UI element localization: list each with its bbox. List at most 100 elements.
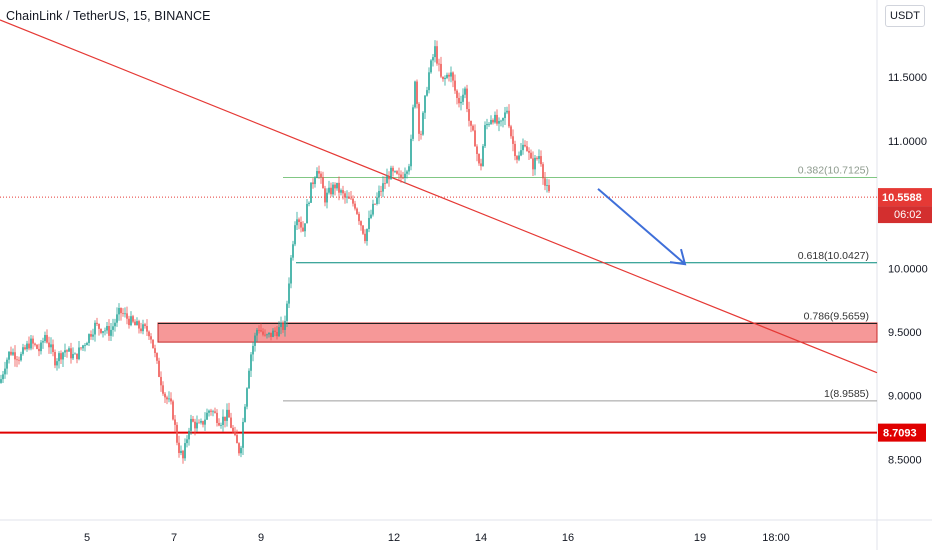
candle-body — [474, 130, 476, 147]
fib-label-1: 1(8.9585) — [824, 388, 869, 400]
candle-body — [130, 316, 132, 326]
candle-body — [454, 80, 456, 91]
candle-body — [148, 331, 150, 337]
candle-body — [206, 412, 208, 420]
candle-body — [274, 330, 276, 332]
candle-body — [164, 393, 166, 398]
candle-body — [108, 325, 110, 336]
candle-body — [126, 313, 128, 319]
candle-body — [166, 397, 168, 400]
candle-body — [10, 351, 12, 355]
countdown-label: 06:02 — [894, 209, 922, 221]
candle-body — [522, 144, 524, 151]
candle-body — [52, 344, 54, 353]
candle-body — [488, 123, 490, 125]
x-tick-label: 19 — [694, 532, 706, 544]
candle-body — [506, 110, 508, 113]
x-tick-label: 9 — [258, 532, 264, 544]
candle-body — [540, 156, 542, 165]
candles — [0, 40, 550, 464]
trendline — [0, 19, 878, 374]
candle-body — [300, 222, 302, 228]
candle-body — [210, 410, 212, 412]
candle-body — [110, 329, 112, 336]
candle-body — [152, 339, 154, 349]
candle-body — [526, 146, 528, 151]
candle-body — [42, 341, 44, 343]
support-badge — [878, 423, 926, 442]
candle-body — [340, 190, 342, 193]
candle-body — [332, 184, 334, 195]
support-label: 8.7093 — [883, 428, 917, 440]
resistance-zone — [157, 322, 878, 343]
y-tick-label: 8.5000 — [888, 454, 922, 466]
fib-label-0.786: 0.786(9.5659) — [804, 311, 869, 323]
candle-body — [248, 370, 250, 389]
candle-body — [416, 81, 418, 104]
candle-body — [516, 156, 518, 160]
x-tick-label: 5 — [84, 532, 90, 544]
candle-body — [156, 353, 158, 361]
candle-body — [418, 103, 420, 134]
x-tick-label: 12 — [388, 532, 400, 544]
candle-body — [360, 221, 362, 226]
candle-body — [304, 223, 306, 232]
candle-body — [476, 146, 478, 154]
projection-arrow — [597, 188, 685, 264]
candle-body — [452, 72, 454, 81]
candle-body — [38, 348, 40, 352]
candle-body — [46, 335, 48, 343]
candle-body — [504, 112, 506, 118]
candle-body — [90, 334, 92, 337]
currency-button[interactable]: USDT — [885, 5, 925, 27]
candle-body — [198, 422, 200, 424]
candle-body — [70, 348, 72, 359]
candle-body — [66, 350, 68, 352]
candle-body — [196, 422, 198, 429]
candle-body — [218, 422, 220, 426]
candle-body — [434, 46, 436, 58]
candle-body — [144, 324, 146, 327]
candle-body — [342, 190, 344, 194]
candle-body — [56, 361, 58, 366]
candle-body — [514, 143, 516, 157]
candle-body — [204, 419, 206, 425]
candle-body — [356, 208, 358, 214]
candle-body — [194, 421, 196, 429]
candle-body — [438, 63, 440, 65]
candle-body — [322, 177, 324, 189]
candle-body — [408, 166, 410, 172]
candle-body — [98, 323, 100, 329]
candle-body — [440, 63, 442, 77]
candle-body — [230, 417, 232, 428]
candle-body — [298, 219, 300, 223]
candle-body — [306, 203, 308, 224]
candle-body — [36, 344, 38, 349]
candle-body — [468, 108, 470, 121]
candle-body — [116, 314, 118, 323]
countdown-badge — [878, 206, 932, 224]
candle-body — [88, 334, 90, 343]
candle-body — [92, 334, 94, 337]
candle-body — [520, 150, 522, 156]
fib-label-0.618: 0.618(10.0427) — [798, 250, 869, 262]
candle-body — [424, 95, 426, 113]
candle-body — [200, 421, 202, 423]
candle-body — [420, 133, 422, 135]
candle-body — [182, 450, 184, 459]
candle-body — [140, 328, 142, 332]
candle-body — [290, 257, 292, 284]
candle-body — [316, 171, 318, 179]
candle-body — [546, 185, 548, 186]
candle-body — [344, 193, 346, 198]
candle-body — [136, 321, 138, 326]
candle-body — [250, 354, 252, 371]
candle-body — [376, 197, 378, 204]
candle-body — [18, 359, 20, 361]
x-tick-label: 7 — [171, 532, 177, 544]
candle-body — [244, 406, 246, 422]
candle-body — [60, 353, 62, 360]
candle-body — [86, 342, 88, 346]
